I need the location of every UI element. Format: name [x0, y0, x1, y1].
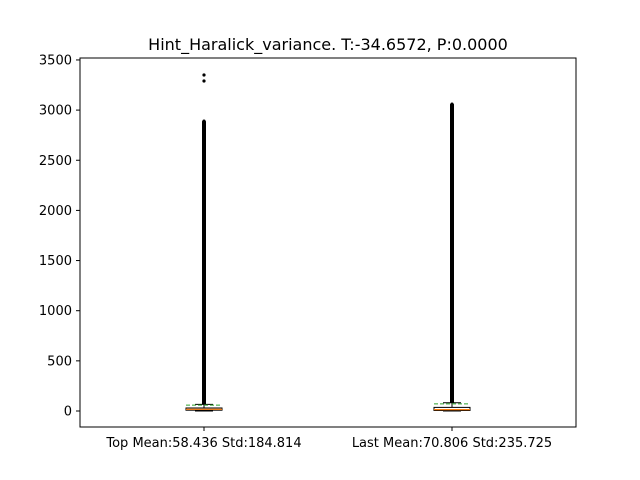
box-body [433, 406, 471, 411]
y-tick-label: 2500 [39, 154, 72, 169]
x-axis: Top Mean:58.436 Std:184.814 Last Mean:70.… [105, 427, 552, 451]
y-axis: 0 500 1000 1500 2000 2500 3000 3500 [39, 53, 80, 420]
outlier-band [202, 121, 206, 405]
y-tick-label: 1000 [39, 304, 72, 319]
outlier-point [450, 115, 454, 119]
outlier-point [450, 109, 454, 113]
x-tick-label: Last Mean:70.806 Std:235.725 [352, 436, 552, 451]
chart-title: Hint_Haralick_variance. T:-34.6572, P:0.… [148, 35, 508, 55]
y-tick-label: 3500 [39, 53, 72, 68]
outlier-point [450, 104, 454, 108]
outlier-point [450, 117, 454, 122]
box-group [433, 102, 471, 412]
outlier-point [450, 113, 454, 117]
outlier-point [202, 132, 206, 136]
outlier-point [450, 111, 454, 115]
outlier-point [202, 130, 206, 134]
outlier-point [202, 73, 206, 77]
outlier-point [202, 121, 206, 125]
y-tick-label: 0 [64, 405, 72, 420]
outlier-point [202, 134, 206, 139]
outlier-point [202, 128, 206, 132]
box-plots [185, 73, 471, 412]
plot-frame [79, 57, 577, 428]
outlier-point [202, 123, 206, 128]
y-tick-label: 3000 [39, 104, 72, 119]
outlier-point [450, 102, 454, 106]
y-tick-label: 500 [47, 354, 72, 369]
y-tick-label: 1500 [39, 254, 72, 269]
outlier-point [202, 79, 206, 83]
outlier-point [450, 106, 454, 111]
x-tick-label: Top Mean:58.436 Std:184.814 [105, 436, 301, 451]
outlier-point [202, 126, 206, 130]
outlier-point [202, 119, 206, 123]
box-group [185, 73, 223, 412]
outlier-band [450, 104, 454, 403]
y-tick-label: 2000 [39, 204, 72, 219]
